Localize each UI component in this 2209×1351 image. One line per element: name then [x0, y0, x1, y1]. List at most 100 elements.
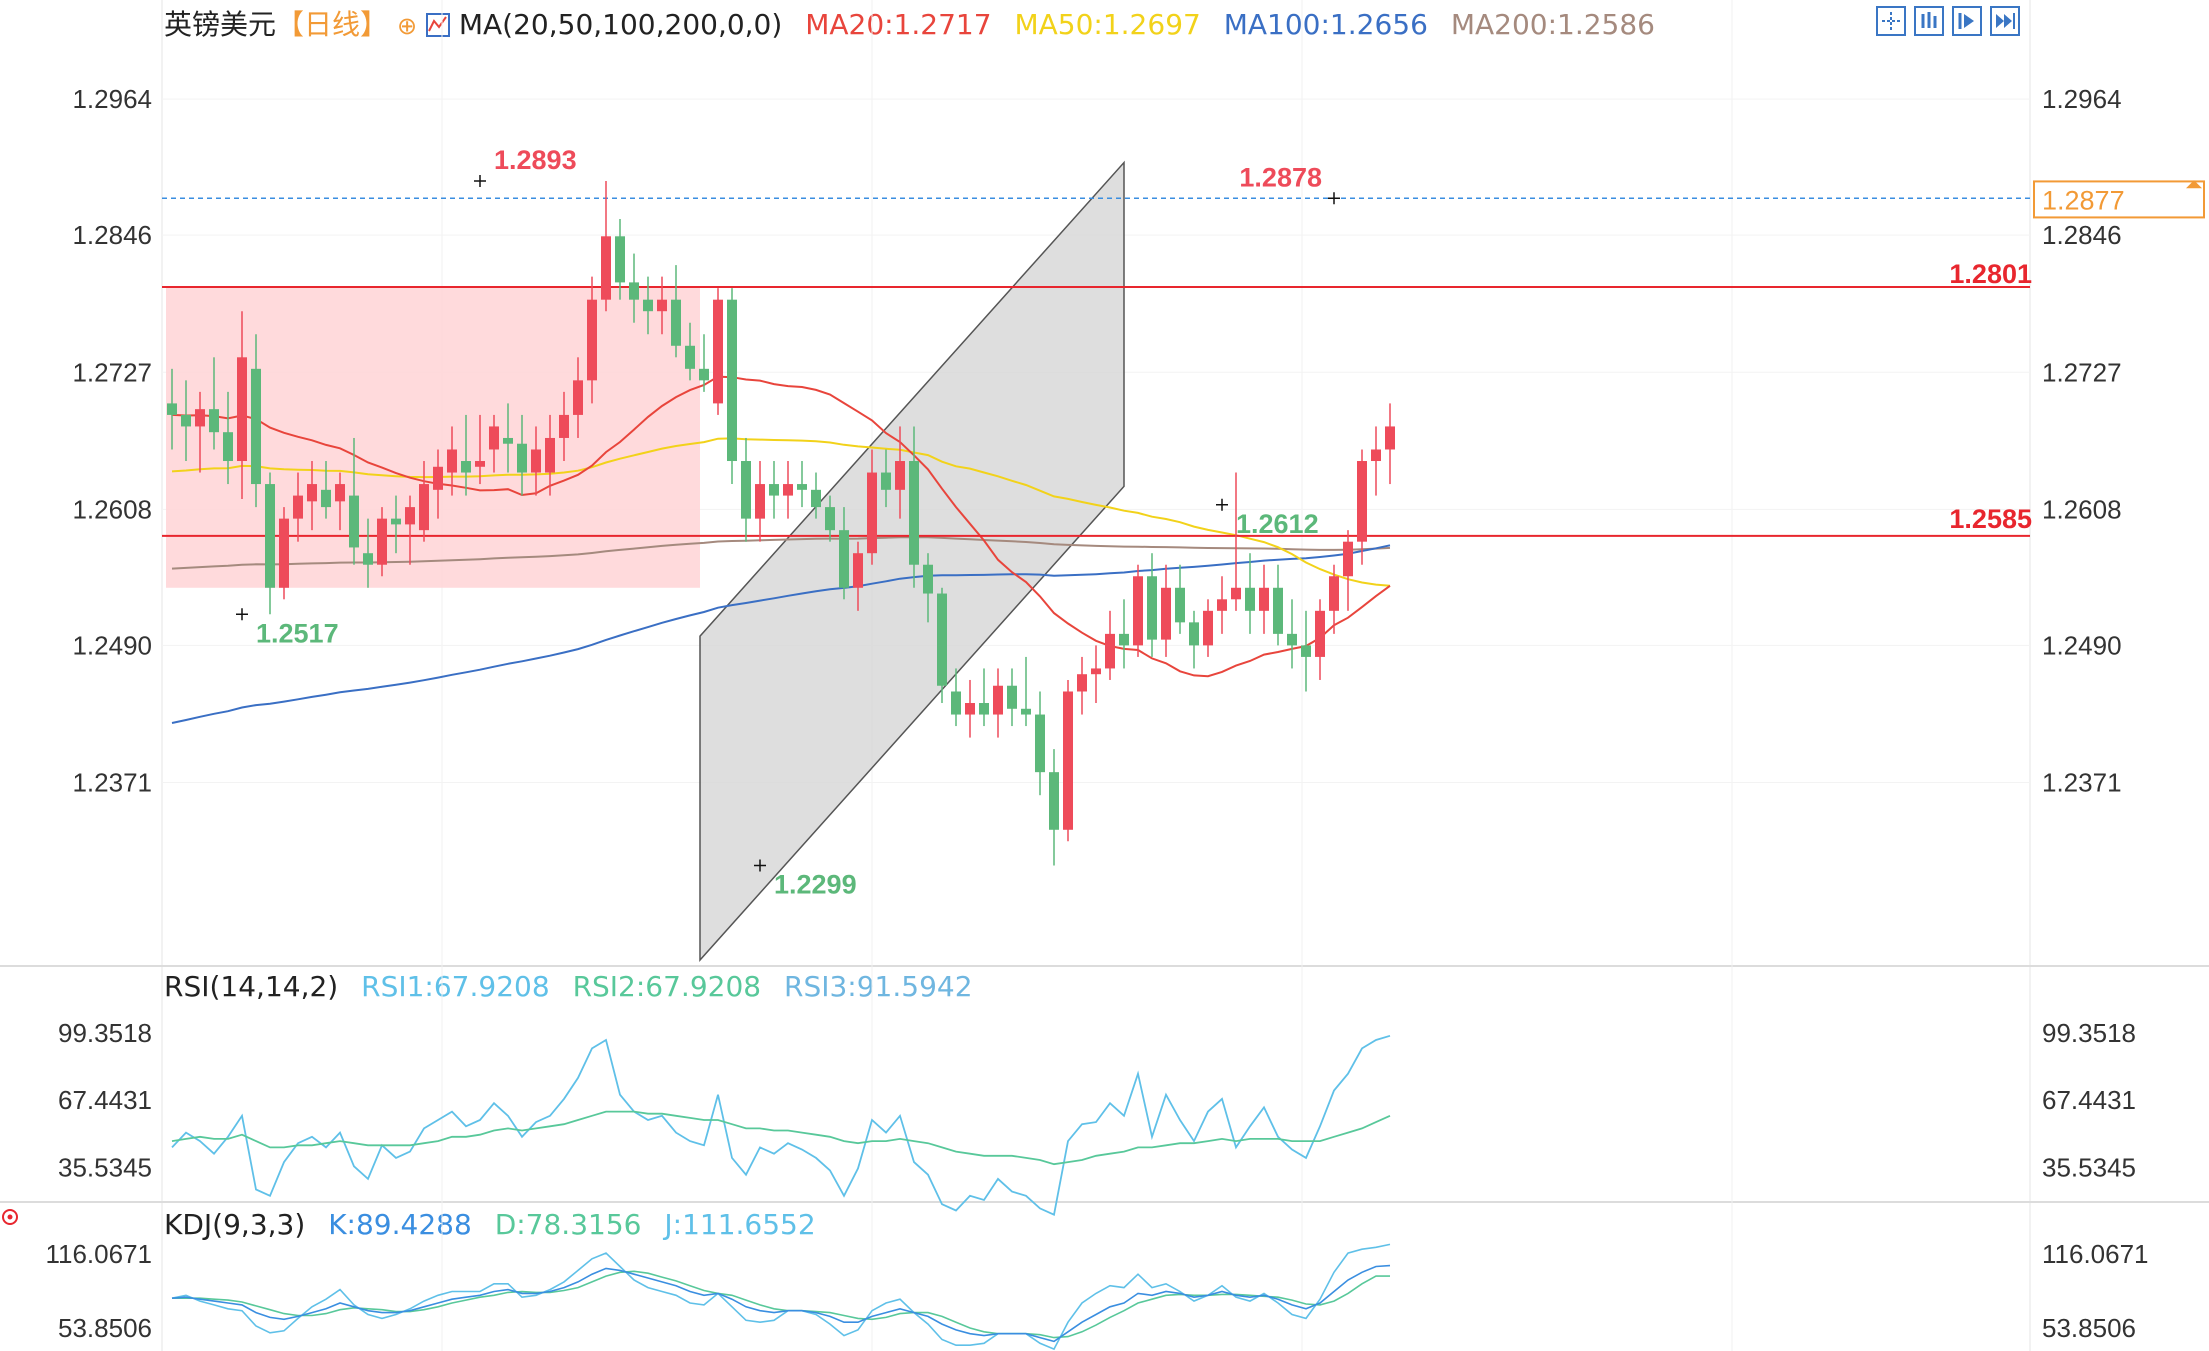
candle [601, 180, 611, 312]
candle-body [1259, 587, 1269, 611]
candle [587, 276, 597, 404]
candle [839, 507, 849, 600]
last-price-tag [2033, 180, 2205, 219]
candle-body [1245, 587, 1255, 611]
candle-body [1063, 691, 1073, 830]
candle [209, 357, 219, 450]
candle [181, 380, 191, 462]
candle [1231, 472, 1241, 611]
candle-body [657, 299, 667, 312]
add-indicator-icon[interactable]: ⊕ [396, 12, 418, 40]
candle [1049, 749, 1059, 866]
candle-body [419, 484, 429, 531]
candle-body [979, 703, 989, 715]
candle [1301, 610, 1311, 692]
candle [475, 414, 485, 485]
rsi2-line [171, 1110, 1391, 1166]
candle [251, 334, 261, 508]
forward-icon[interactable] [1990, 6, 2020, 36]
candle [265, 472, 275, 615]
candle [643, 276, 653, 335]
candle-body [293, 495, 303, 519]
y-tick-left: 1.2846 [72, 220, 152, 250]
candle-body [1175, 587, 1185, 623]
candle-body [517, 443, 527, 473]
kdj-header: KDJ(9,3,3) K:89.4288 D:78.3156 J:111.655… [164, 1208, 816, 1242]
candle [1385, 403, 1395, 485]
candle-body [573, 380, 583, 415]
candle [895, 426, 905, 519]
candle [1203, 599, 1213, 657]
rsi2-value: RSI2:67.9208 [572, 970, 762, 1003]
candle [391, 495, 401, 554]
candle-body [1329, 576, 1339, 611]
candle [1273, 564, 1283, 646]
candle-body [265, 484, 275, 588]
rsi-y-tick-left: 99.3518 [58, 1018, 152, 1048]
extreme-label: 1.2299 [774, 870, 857, 900]
candle-body [559, 414, 569, 438]
y-tick-left: 1.2727 [72, 357, 152, 387]
candle [937, 587, 947, 704]
extreme-label: 1.2612 [1236, 509, 1319, 539]
candle [1343, 530, 1353, 611]
candle [867, 449, 877, 565]
candle-body [251, 368, 261, 485]
candle [755, 461, 765, 542]
candle-body [1385, 426, 1395, 450]
candle-body [1231, 587, 1241, 600]
candle [1161, 564, 1171, 657]
kdj-y-tick-right: 53.8506 [2042, 1313, 2136, 1343]
candle-body [1161, 587, 1171, 640]
candle-body [531, 449, 541, 473]
kdj-d-value: D:78.3156 [494, 1208, 642, 1241]
candle-body [727, 299, 737, 462]
candle [419, 461, 429, 542]
candle-body [1357, 461, 1367, 542]
candle-body [321, 489, 331, 508]
candle-body [1315, 610, 1325, 657]
kdj-y-tick-right: 116.0671 [2042, 1239, 2149, 1269]
rsi-params: RSI(14,14,2) [164, 970, 339, 1003]
candle [307, 461, 317, 531]
bar-chart-icon[interactable] [1914, 6, 1944, 36]
candle [573, 357, 583, 438]
candle-body [685, 345, 695, 369]
candle [531, 426, 541, 496]
candle [1315, 599, 1325, 680]
settings-gear-center [7, 1214, 13, 1220]
step-icon[interactable] [1952, 6, 1982, 36]
candle [223, 391, 233, 485]
candle [237, 311, 247, 500]
extreme-marker [1216, 498, 1228, 511]
candle [1357, 449, 1367, 565]
candle [559, 391, 569, 462]
candle-body [363, 553, 373, 565]
candle [545, 414, 555, 496]
extreme-marker [236, 608, 248, 621]
y-tick-right: 1.2371 [2042, 768, 2122, 798]
rsi-y-tick-right: 35.5345 [2042, 1152, 2136, 1182]
kdj-y-tick-left: 116.0671 [45, 1239, 152, 1269]
candle-body [1035, 714, 1045, 773]
candle-body [951, 691, 961, 715]
candle [909, 426, 919, 588]
y-tick-right: 1.2964 [2042, 84, 2122, 114]
candle-body [489, 426, 499, 450]
candle [363, 518, 373, 588]
ma-params: MA(20,50,100,200,0,0) [458, 8, 783, 41]
candle [167, 368, 177, 450]
candle-body [1203, 610, 1213, 646]
candle-body [1273, 587, 1283, 634]
candle [503, 403, 513, 473]
candle-body [223, 432, 233, 462]
candle-body [1301, 645, 1311, 657]
ma200-value: MA200:1.2586 [1450, 8, 1655, 41]
rsi1-line [171, 1034, 1391, 1216]
period-label[interactable]: 【日线】 [276, 8, 389, 41]
ma100-line [171, 544, 1391, 724]
y-tick-right: 1.2490 [2042, 630, 2122, 660]
candle-body [1077, 674, 1087, 692]
zoom-icon[interactable] [1876, 6, 1906, 36]
